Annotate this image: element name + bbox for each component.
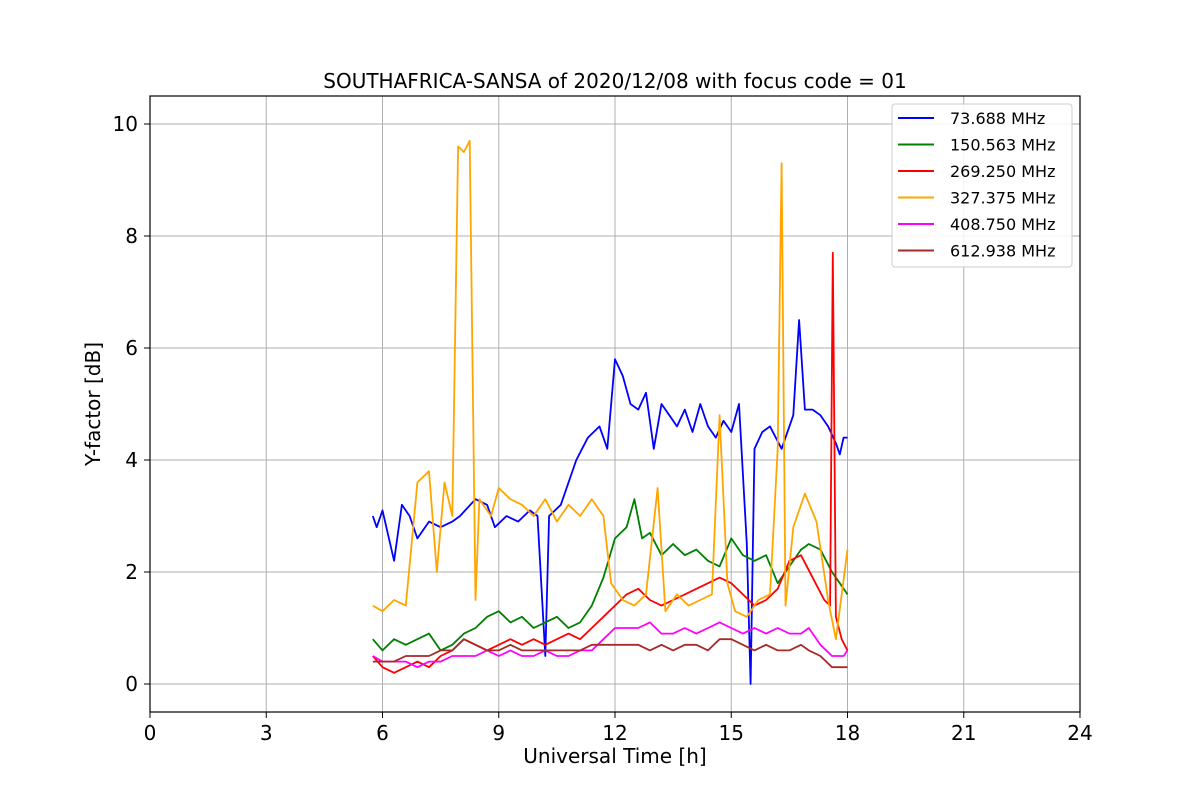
x-tick-label: 12	[602, 721, 627, 745]
y-axis-label: Y-factor [dB]	[81, 342, 105, 467]
y-tick-label: 2	[125, 560, 138, 584]
x-tick-label: 0	[144, 721, 157, 745]
x-tick-label: 9	[492, 721, 505, 745]
legend-label-3: 327.375 MHz	[950, 189, 1055, 208]
series-line-5	[372, 638, 848, 669]
x-axis-ticks: 0 3 6 9 12 15 18 21 24	[144, 712, 1093, 745]
y-tick-label: 10	[113, 112, 138, 136]
y-tick-label: 4	[125, 448, 138, 472]
legend-label-5: 612.938 MHz	[950, 242, 1055, 261]
legend-box	[891, 103, 1073, 268]
y-tick-label: 6	[125, 336, 138, 360]
legend-label-0: 73.688 MHz	[950, 109, 1045, 128]
legend-label-1: 150.563 MHz	[950, 136, 1055, 155]
x-tick-label: 3	[260, 721, 273, 745]
y-axis-ticks: 0 2 4 6 8 10	[113, 112, 150, 696]
legend: 73.688 MHz 150.563 MHz 269.250 MHz 327.375 …	[891, 103, 1073, 268]
chart-title: SOUTHAFRICA-SANSA of 2020/12/08 with foc…	[323, 69, 907, 93]
x-tick-label: 6	[376, 721, 389, 745]
series-line-1	[372, 498, 849, 652]
legend-label-2: 269.250 MHz	[950, 162, 1055, 181]
legend-label-4: 408.750 MHz	[950, 215, 1055, 234]
series-line-4	[372, 621, 849, 669]
y-tick-label: 8	[125, 224, 138, 248]
series-line-0	[371, 319, 848, 685]
x-tick-label: 21	[951, 721, 976, 745]
series-line-3	[372, 139, 849, 641]
x-axis-label: Universal Time [h]	[523, 744, 706, 768]
x-tick-label: 15	[719, 721, 744, 745]
x-tick-label: 24	[1067, 721, 1092, 745]
y-tick-label: 0	[125, 672, 138, 696]
x-tick-label: 18	[835, 721, 860, 745]
series-layer	[371, 139, 849, 685]
